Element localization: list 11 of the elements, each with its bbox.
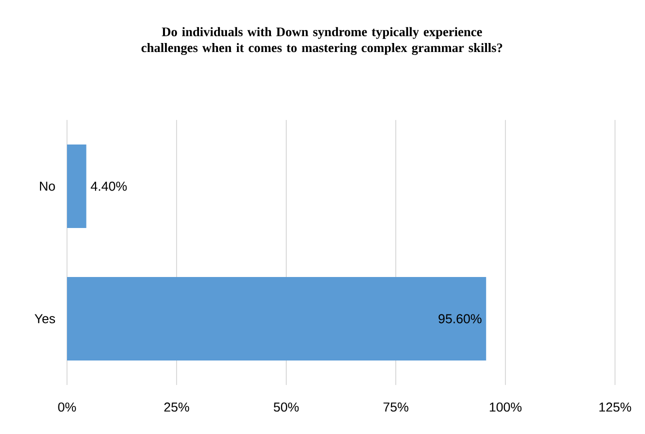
x-tick-label: 25%	[164, 402, 190, 412]
y-tick-label: Yes	[34, 314, 56, 324]
x-tick-label: 0%	[58, 402, 76, 412]
x-tick-label: 100%	[490, 402, 522, 412]
x-tick-label: 75%	[384, 402, 408, 412]
y-tick-label: No	[40, 182, 55, 191]
data-label: 95.60%	[438, 314, 482, 324]
data-label: 4.40%	[90, 182, 127, 191]
x-tick-label: 50%	[274, 402, 299, 412]
chart-title: Do individuals with Down syndrome typically experience challenges when it comes to mastering complex grammar skills?	[142, 27, 502, 55]
x-tick-label: 125%	[599, 402, 632, 412]
